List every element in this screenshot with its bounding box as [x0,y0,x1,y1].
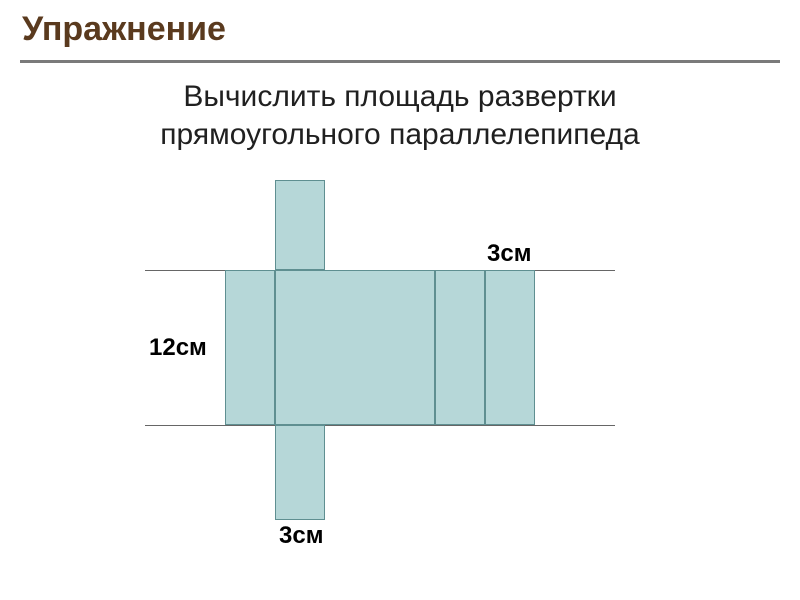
face-2 [275,270,435,425]
face-bottom-flap [275,425,325,520]
face-3 [435,270,485,425]
title-rule [20,60,780,63]
page-title: Упражнение [22,10,226,49]
dim-label-3cm-bottom: 3см [279,522,323,550]
guide-line-bottom [145,425,615,426]
subtitle: Вычислить площадь развертки прямоугольно… [0,78,800,153]
face-1 [225,270,275,425]
subtitle-line2: прямоугольного параллелепипеда [160,118,639,151]
face-4 [485,270,535,425]
subtitle-line1: Вычислить площадь развертки [183,80,616,113]
face-top-flap [275,180,325,270]
dim-label-3cm-top: 3см [487,240,531,268]
dim-label-12cm: 12см [149,334,207,362]
